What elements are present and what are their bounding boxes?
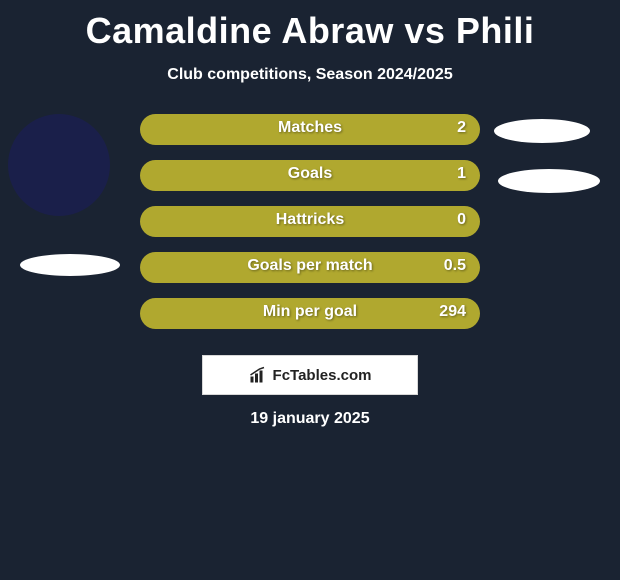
stat-label: Goals per match (140, 257, 480, 275)
page-subtitle: Club competitions, Season 2024/2025 (0, 66, 620, 84)
stat-value: 0 (457, 211, 466, 229)
chart-icon (249, 366, 267, 384)
stat-value: 294 (439, 303, 466, 321)
stat-value: 1 (457, 165, 466, 183)
shadow-ellipse-right-1 (494, 119, 590, 143)
stat-bar: Goals per match 0.5 (140, 252, 480, 283)
stat-label: Min per goal (140, 303, 480, 321)
stat-label: Goals (140, 165, 480, 183)
stat-label: Matches (140, 119, 480, 137)
shadow-ellipse-right-2 (498, 169, 600, 193)
stat-value: 2 (457, 119, 466, 137)
stat-bar: Hattricks 0 (140, 206, 480, 237)
stats-panel: Matches 2 Goals 1 Hattricks 0 Goals per … (0, 114, 620, 344)
stat-bars: Matches 2 Goals 1 Hattricks 0 Goals per … (140, 114, 480, 344)
shadow-ellipse-left (20, 254, 120, 276)
stat-bar: Min per goal 294 (140, 298, 480, 329)
date-label: 19 january 2025 (0, 410, 620, 428)
stat-bar: Matches 2 (140, 114, 480, 145)
watermark: FcTables.com (202, 355, 418, 395)
watermark-text: FcTables.com (273, 367, 372, 384)
player-avatar-left (8, 114, 110, 216)
stat-bar: Goals 1 (140, 160, 480, 191)
stat-value: 0.5 (444, 257, 466, 275)
stat-label: Hattricks (140, 211, 480, 229)
page-title: Camaldine Abraw vs Phili (0, 0, 620, 52)
